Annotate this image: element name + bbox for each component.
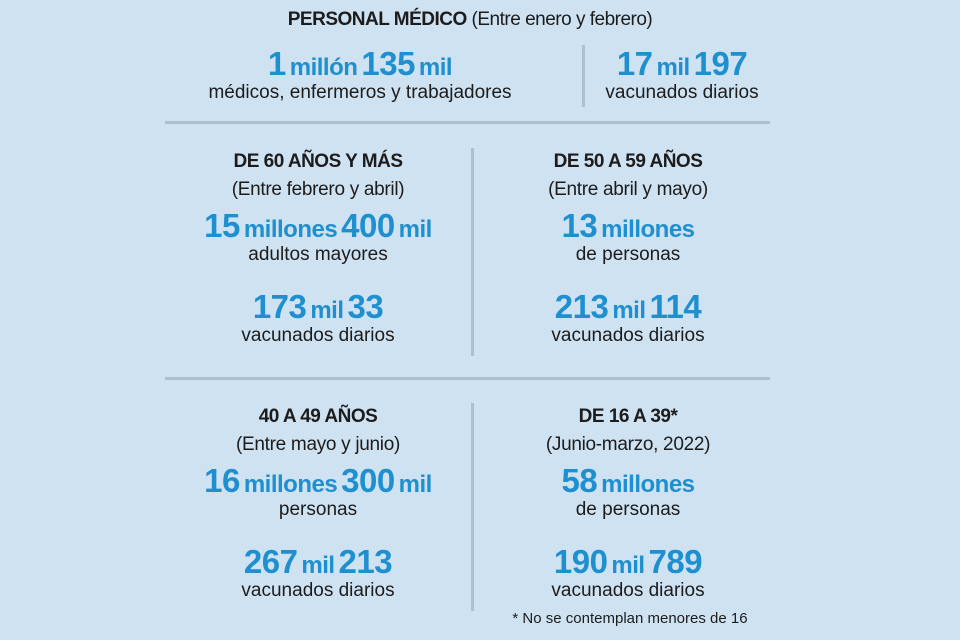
big-number: 17 mil 197 — [616, 45, 748, 82]
label: vacunados diarios — [241, 580, 395, 601]
label: adultos mayores — [248, 244, 388, 265]
period: (Entre enero y febrero) — [471, 9, 653, 30]
number-part: mil — [398, 216, 433, 243]
number-part: 197 — [693, 45, 748, 82]
number-part: 33 — [347, 288, 384, 325]
divider — [582, 45, 585, 107]
number-part: 400 — [341, 207, 395, 244]
number-part: mil — [612, 297, 646, 324]
number-part: 213 — [338, 543, 393, 580]
number-part: mil — [398, 471, 433, 498]
number-part: mil — [418, 54, 453, 81]
divider — [165, 121, 770, 124]
big-number: 16 millones 300 mil — [204, 464, 432, 497]
number-part: mil — [611, 552, 645, 579]
divider — [471, 403, 474, 611]
period: (Entre febrero y abril) — [231, 179, 405, 200]
number-part: 300 — [341, 462, 395, 499]
number-part: millones — [243, 471, 338, 498]
number-part: 213 — [554, 288, 609, 325]
divider — [165, 377, 770, 380]
number-part: 789 — [648, 543, 703, 580]
number-part: 58 — [561, 462, 598, 499]
label: médicos, enfermeros y trabajadores — [208, 82, 512, 103]
label: vacunados diarios — [551, 325, 705, 346]
big-number: 58 millones — [561, 462, 695, 499]
number-part: mil — [656, 54, 690, 81]
label: vacunados diarios — [551, 580, 705, 601]
divider — [471, 148, 474, 356]
label: vacunados diarios — [605, 82, 759, 103]
big-number: 13 millones — [561, 207, 695, 244]
big-number: 267 mil 213 — [243, 543, 393, 580]
number-part: 267 — [243, 543, 298, 580]
label: de personas — [575, 244, 681, 265]
group-title: DE 60 AÑOS Y MÁS — [233, 151, 403, 172]
section-title: PERSONAL MÉDICO (Entre enero y febrero) — [288, 10, 653, 29]
number-part: 135 — [361, 45, 415, 82]
period: (Junio-marzo, 2022) — [545, 434, 711, 455]
label: de personas — [575, 499, 681, 520]
number-part: 15 — [204, 207, 240, 244]
big-number: 190 mil 789 — [553, 543, 703, 580]
label: personas — [278, 499, 358, 520]
number-part: 114 — [649, 288, 702, 325]
number-part: mil — [310, 297, 344, 324]
footnote: * No se contemplan menores de 16 — [512, 610, 748, 627]
big-number: 15 millones 400 mil — [204, 209, 432, 242]
number-part: 173 — [252, 288, 307, 325]
number-part: 17 — [616, 45, 653, 82]
big-number: 173 mil 33 — [252, 288, 384, 325]
number-part: millón — [289, 54, 358, 81]
period: (Entre abril y mayo) — [548, 179, 708, 200]
big-number: 213 mil 114 — [554, 288, 702, 325]
number-part: 13 — [561, 207, 598, 244]
period: (Entre mayo y junio) — [235, 434, 401, 455]
number-part: 190 — [553, 543, 608, 580]
number-part: mil — [301, 552, 335, 579]
group-title: DE 16 A 39* — [578, 406, 678, 427]
number-part: 16 — [204, 462, 240, 499]
label: vacunados diarios — [241, 325, 395, 346]
group-title: DE 50 A 59 AÑOS — [553, 151, 703, 172]
title: PERSONAL MÉDICO — [287, 9, 468, 30]
number-part: millones — [601, 471, 695, 498]
number-part: millones — [243, 216, 338, 243]
number-part: millones — [601, 216, 695, 243]
number-part: 1 — [267, 45, 286, 82]
group-title: 40 A 49 AÑOS — [258, 406, 378, 427]
big-number: 1 millón 135 mil — [267, 45, 453, 82]
